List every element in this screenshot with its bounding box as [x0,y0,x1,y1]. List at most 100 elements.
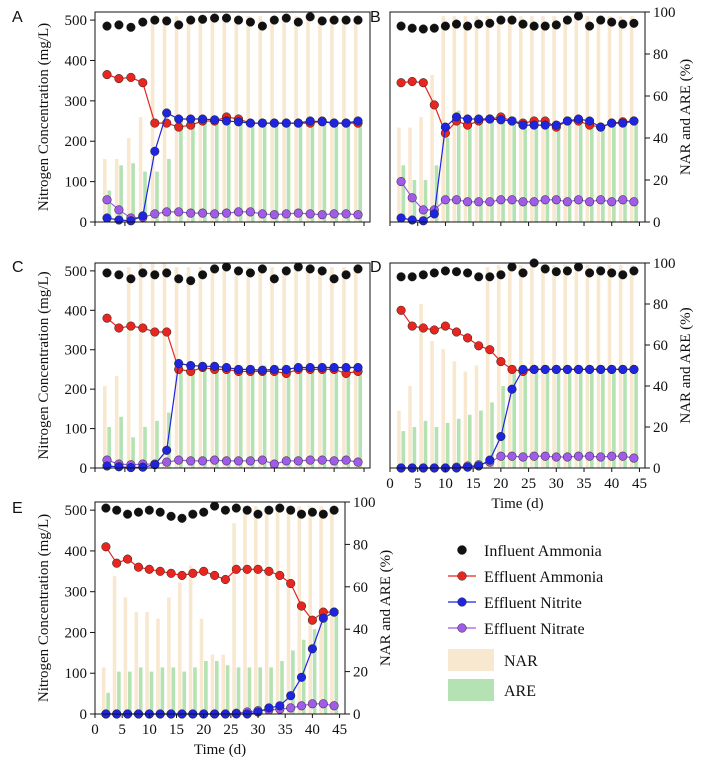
effluent-nitrite-point [629,116,639,126]
influent-ammonia-point [341,270,351,280]
influent-ammonia-point [329,15,339,25]
influent-ammonia-point [221,13,232,23]
effluent-nitrite-point [518,120,528,130]
effluent-nitrite-point [293,118,303,128]
are-bar [167,159,171,222]
y-right-tick-label: 100 [653,5,676,21]
are-bar [193,667,197,714]
effluent-ammonia-point [138,323,148,333]
are-bar [312,629,317,714]
effluent-ammonia-point [463,333,473,343]
effluent-ammonia-point [126,72,136,82]
effluent-ammonia-line [106,317,359,375]
effluent-ammonia-point [138,78,148,88]
y-right-tick-label: 40 [653,379,668,395]
are-bar [107,190,111,222]
are-bar [225,665,230,714]
effluent-ammonia-point [451,327,462,337]
effluent-nitrate-point [618,451,628,461]
effluent-nitrite-point [281,118,291,128]
effluent-ammonia-point [133,562,144,572]
y-right-tick-label: 60 [653,89,668,105]
influent-ammonia-point [573,262,584,272]
effluent-nitrite-point [198,361,208,371]
effluent-nitrate-point [341,455,351,465]
influent-ammonia-point [440,21,450,31]
y-right-tick-label: 60 [653,338,668,354]
nar-bar [430,340,434,468]
effluent-nitrite-point [529,120,539,130]
legend-item-effluent-ammonia: Effluent Ammonia [448,569,603,586]
legend-marker [457,623,467,633]
effluent-nitrite-point [440,122,450,132]
influent-ammonia-series [396,258,639,282]
legend-item-nar: NAR [448,649,538,671]
effluent-ammonia-point [418,323,428,333]
effluent-nitrite-point [162,108,172,118]
nar-bar [474,365,479,468]
influent-ammonia-point [518,268,528,278]
legend-marker [457,571,467,581]
influent-ammonia-point [353,15,363,25]
are-bar [512,117,516,222]
legend: Influent Ammonia Effluent Ammonia Effluent… [448,543,603,701]
plot-frame [94,11,371,223]
x-tick-label: 20 [196,722,211,738]
nar-bar [103,159,107,222]
effluent-nitrite-series [396,112,639,226]
influent-ammonia-point [463,268,473,278]
influent-ammonia-point [540,264,550,274]
effluent-nitrite-point [585,364,595,374]
effluent-nitrite-point [418,216,428,226]
effluent-nitrate-point [418,205,428,215]
effluent-nitrite-point [233,117,244,127]
effluent-ammonia-point [210,570,220,580]
are-bar [226,365,231,468]
influent-ammonia-point [629,18,639,28]
are-bar [226,119,231,222]
are-bar [131,437,135,469]
are-bar [286,365,291,468]
panel-c: C 0 100 200 300 400 500 Nitrogen Concentration … [12,259,371,477]
legend-label: Effluent Nitrate [484,621,585,638]
effluent-nitrate-point [233,207,244,217]
x-tick-label: 5 [414,476,422,492]
effluent-nitrate-point [607,197,617,207]
y-left-tick-label: 200 [65,625,88,641]
effluent-ammonia-point [114,323,124,333]
influent-ammonia-point [329,274,339,284]
plot-frame [389,11,646,223]
bars [397,16,638,223]
effluent-nitrite-point [407,215,417,225]
influent-ammonia-point [210,13,220,23]
are-bar [501,117,505,222]
nar-bar [452,361,457,468]
x-tick-label: 10 [142,722,157,738]
effluent-nitrite-point [485,114,495,124]
effluent-nitrate-point [353,457,363,467]
influent-ammonia-point [138,17,148,27]
effluent-nitrate-point [210,209,220,219]
are-bar [149,671,154,714]
influent-ammonia-point [307,507,317,517]
effluent-nitrite-point [341,118,351,128]
effluent-nitrate-point [174,207,184,217]
influent-ammonia-point [296,509,307,519]
are-bar [155,420,159,468]
influent-ammonia-point [585,21,595,31]
influent-ammonia-point [233,266,244,276]
influent-ammonia-point [353,264,363,274]
panel-b: B 0 20 40 60 80 100 NAR and ARE (%) [370,5,694,231]
effluent-ammonia-point [112,558,122,568]
y-left-tick-label: 100 [65,175,88,191]
influent-ammonia-point [126,22,136,32]
effluent-nitrate-point [474,197,484,207]
nar-bar [254,506,258,714]
effluent-nitrate-point [585,451,595,461]
effluent-nitrate-point [463,197,473,207]
effluent-nitrate-point [269,210,279,220]
x-tick-label: 5 [118,722,126,738]
effluent-ammonia-point [150,118,160,128]
influent-ammonia-point [264,505,274,515]
